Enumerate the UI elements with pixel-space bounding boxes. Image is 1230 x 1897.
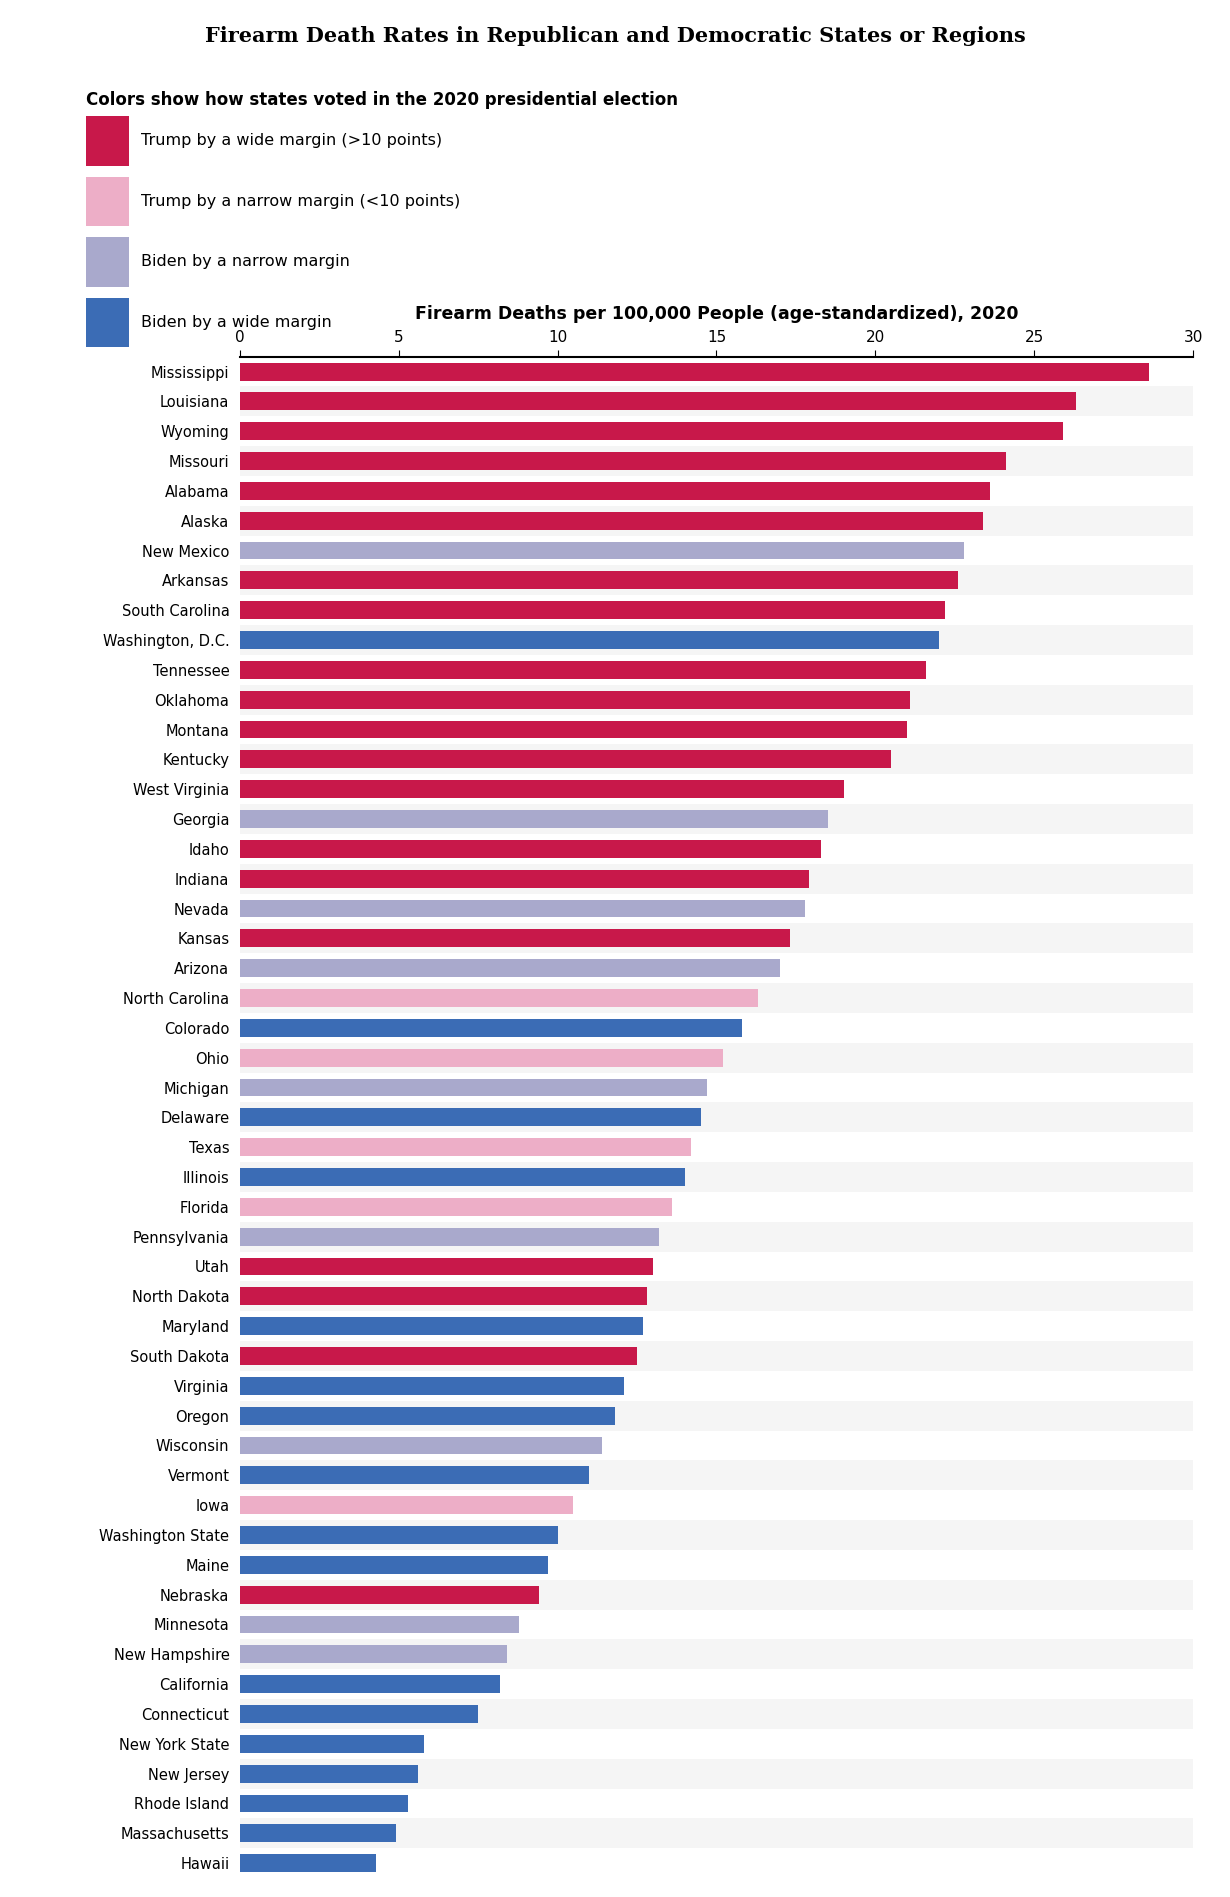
Bar: [240, 1639, 1193, 1669]
Bar: [240, 1795, 408, 1812]
Bar: [240, 780, 844, 799]
Bar: [240, 626, 1193, 654]
Bar: [240, 506, 1193, 535]
FancyBboxPatch shape: [86, 237, 129, 286]
Bar: [240, 1163, 1193, 1191]
Bar: [240, 685, 1193, 715]
Bar: [240, 1043, 1193, 1072]
Bar: [240, 1400, 1193, 1430]
Bar: [240, 1700, 1193, 1728]
Bar: [240, 1222, 1193, 1252]
Bar: [240, 751, 892, 768]
Bar: [240, 869, 808, 888]
Bar: [240, 632, 938, 649]
Text: Firearm Death Rates in Republican and Democratic States or Regions: Firearm Death Rates in Republican and De…: [204, 27, 1026, 46]
FancyBboxPatch shape: [86, 298, 129, 347]
Bar: [240, 1049, 723, 1066]
Bar: [240, 451, 1006, 470]
Bar: [240, 988, 758, 1007]
Bar: [240, 899, 806, 918]
Bar: [240, 1497, 573, 1514]
Bar: [240, 1819, 1193, 1848]
FancyBboxPatch shape: [86, 176, 129, 226]
Bar: [240, 1258, 653, 1275]
Bar: [240, 1019, 742, 1038]
Text: Biden by a wide margin: Biden by a wide margin: [141, 315, 332, 330]
Bar: [240, 1102, 1193, 1133]
FancyBboxPatch shape: [86, 116, 129, 165]
Bar: [240, 1169, 685, 1186]
Bar: [240, 1341, 1193, 1372]
Bar: [240, 1280, 1193, 1311]
Bar: [240, 1645, 507, 1664]
Bar: [240, 930, 790, 947]
Bar: [240, 482, 990, 499]
Bar: [240, 1556, 549, 1575]
Text: Trump by a wide margin (>10 points): Trump by a wide margin (>10 points): [141, 133, 443, 148]
X-axis label: Firearm Deaths per 100,000 People (age-standardized), 2020: Firearm Deaths per 100,000 People (age-s…: [415, 305, 1018, 322]
Bar: [240, 512, 983, 529]
Bar: [240, 863, 1193, 893]
Bar: [240, 1108, 701, 1127]
Bar: [240, 810, 828, 827]
Bar: [240, 362, 1149, 381]
Bar: [240, 393, 1075, 410]
Bar: [240, 1436, 601, 1455]
Bar: [240, 601, 945, 618]
Bar: [240, 1288, 647, 1305]
Bar: [240, 924, 1193, 954]
Bar: [240, 1079, 707, 1096]
Bar: [240, 1519, 1193, 1550]
Bar: [240, 1759, 1193, 1789]
Bar: [240, 660, 926, 679]
Bar: [240, 960, 780, 977]
Bar: [240, 1227, 659, 1246]
Bar: [240, 1616, 519, 1633]
Bar: [240, 1317, 643, 1335]
Bar: [240, 1461, 1193, 1491]
Bar: [240, 1675, 501, 1694]
Text: Colors show how states voted in the 2020 presidential election: Colors show how states voted in the 2020…: [86, 91, 678, 110]
Bar: [240, 1736, 424, 1753]
Bar: [240, 571, 958, 590]
Text: Trump by a narrow margin (<10 points): Trump by a narrow margin (<10 points): [141, 193, 461, 209]
Bar: [240, 423, 1063, 440]
Bar: [240, 744, 1193, 774]
Bar: [240, 983, 1193, 1013]
Bar: [240, 387, 1193, 415]
Bar: [240, 1408, 615, 1425]
Bar: [240, 1347, 637, 1366]
Bar: [240, 1138, 691, 1155]
Bar: [240, 804, 1193, 835]
Bar: [240, 840, 822, 857]
Bar: [240, 1586, 539, 1603]
Bar: [240, 446, 1193, 476]
Bar: [240, 691, 910, 709]
Bar: [240, 721, 907, 738]
Bar: [240, 1705, 478, 1722]
Bar: [240, 1525, 557, 1544]
Text: Biden by a narrow margin: Biden by a narrow margin: [141, 254, 351, 269]
Bar: [240, 1377, 625, 1394]
Bar: [240, 1197, 672, 1216]
Bar: [240, 1764, 418, 1783]
Bar: [240, 565, 1193, 596]
Bar: [240, 541, 964, 560]
Bar: [240, 1580, 1193, 1609]
Bar: [240, 1853, 376, 1872]
Bar: [240, 1466, 589, 1483]
Bar: [240, 1825, 396, 1842]
